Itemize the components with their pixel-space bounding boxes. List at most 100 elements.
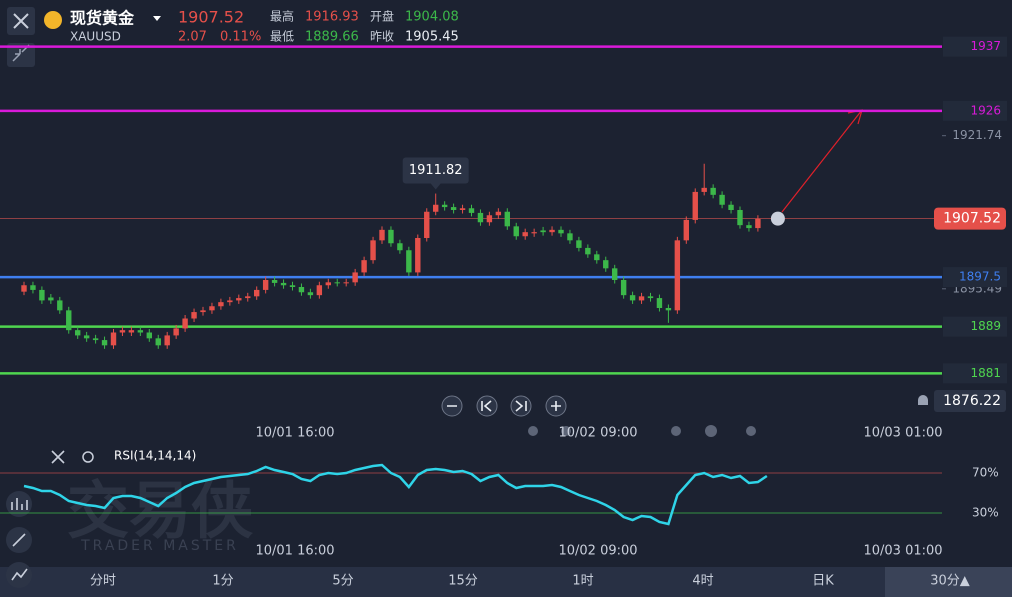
candle-body	[280, 282, 287, 286]
close-icon	[13, 13, 29, 29]
candle-body	[164, 335, 170, 346]
candle-body	[30, 285, 36, 290]
tab[interactable]: 分时	[90, 574, 116, 589]
tool-icons	[11, 498, 28, 581]
tab[interactable]: 15分	[448, 574, 478, 589]
candle-body	[629, 295, 636, 301]
change-pct: 0.11%	[220, 30, 261, 45]
tab[interactable]: 1分	[212, 574, 233, 589]
level-box	[943, 267, 1007, 288]
candle-body	[531, 232, 537, 234]
zoom-icons	[447, 400, 561, 412]
candle-body	[755, 218, 761, 229]
stat-label: 最高	[270, 9, 294, 24]
candle-body	[746, 225, 752, 229]
candle-body	[48, 297, 54, 301]
price: 1907.52	[178, 8, 244, 27]
candle-body	[325, 282, 331, 286]
watermark: 交易侠	[67, 474, 254, 547]
candle-body	[477, 212, 484, 223]
marker	[671, 426, 681, 436]
last-price-box	[934, 207, 1006, 230]
candle-body	[227, 300, 233, 303]
candle-body	[415, 238, 421, 273]
info-icon	[770, 211, 785, 226]
level-label: 1926	[970, 103, 1001, 117]
candle-body	[549, 229, 555, 233]
candle-body	[701, 187, 707, 192]
markers	[528, 425, 756, 437]
candle-body	[719, 194, 725, 205]
x-tick-label: 10/03 01:00	[863, 544, 942, 559]
tab[interactable]: 5分	[332, 574, 353, 589]
tab[interactable]: 日K	[812, 574, 834, 589]
stat-value: 1904.08	[405, 10, 459, 25]
marker	[746, 426, 756, 436]
candle-body	[182, 318, 188, 329]
rsi-close[interactable]	[51, 450, 65, 464]
candle-body	[638, 296, 645, 301]
tab-bar	[0, 567, 1012, 597]
candle-body	[379, 229, 385, 241]
indicator-title: RSI(14,14,14)	[114, 449, 196, 463]
rsi-settings[interactable]	[82, 451, 94, 463]
candle-body	[254, 289, 260, 297]
candle-body	[128, 330, 135, 333]
candle-body	[101, 340, 108, 346]
candle-body	[83, 335, 90, 339]
level-label: 1897.5	[959, 270, 1001, 284]
candle-body	[110, 332, 117, 346]
candle-body	[316, 285, 323, 296]
tab[interactable]: 4时	[692, 574, 713, 589]
candle-body	[674, 240, 681, 311]
x-tick-label: 10/01 16:00	[255, 426, 334, 441]
name: 现货黄金	[70, 9, 135, 28]
shrink-icon	[12, 44, 30, 62]
stat-value: 1889.66	[305, 30, 359, 45]
candle-body	[289, 285, 296, 287]
x-tick-label: 10/02 09:00	[558, 426, 637, 441]
candle-body	[513, 226, 519, 237]
candle-body	[361, 260, 367, 273]
candle-body	[558, 229, 564, 234]
bell-icon[interactable]	[916, 395, 930, 405]
candle-body	[209, 306, 215, 311]
candle-body	[567, 233, 573, 241]
candle-body	[468, 208, 475, 213]
candle-body	[173, 328, 179, 336]
candle-body	[656, 298, 663, 308]
dropdown[interactable]	[153, 16, 161, 21]
candle-body	[352, 272, 358, 283]
candle-body	[692, 191, 698, 220]
last-price-label: 1907.52	[943, 211, 1001, 227]
candle-body	[486, 215, 493, 223]
candle-body	[441, 204, 448, 208]
prev[interactable]	[476, 395, 498, 417]
candle-body	[137, 330, 144, 333]
stat-label: 昨收	[370, 30, 394, 44]
candle-body	[603, 260, 609, 269]
tool[interactable]	[6, 491, 32, 517]
tab[interactable]: 30分▲	[930, 574, 970, 589]
candle-body	[540, 230, 546, 233]
candle-body	[728, 204, 734, 210]
candle-body	[612, 268, 618, 280]
tab[interactable]: 1时	[572, 574, 593, 589]
candle-body	[92, 338, 99, 341]
watermark-sub: TRADER MASTER	[80, 538, 239, 554]
symbol: XAUUSD	[70, 30, 121, 44]
candle-body	[594, 254, 600, 261]
candle-body	[495, 211, 502, 216]
candle-body	[370, 240, 376, 261]
candle-body	[620, 280, 627, 296]
candle-body	[191, 312, 197, 319]
change: 2.07	[178, 30, 207, 45]
cursor-price: 1876.22	[943, 393, 1001, 409]
coin-icon	[44, 11, 62, 29]
candle-body	[66, 310, 72, 331]
high-tip-pointer	[430, 183, 441, 190]
candle-body	[57, 300, 63, 311]
candle-body	[576, 240, 582, 248]
marker	[561, 426, 571, 436]
